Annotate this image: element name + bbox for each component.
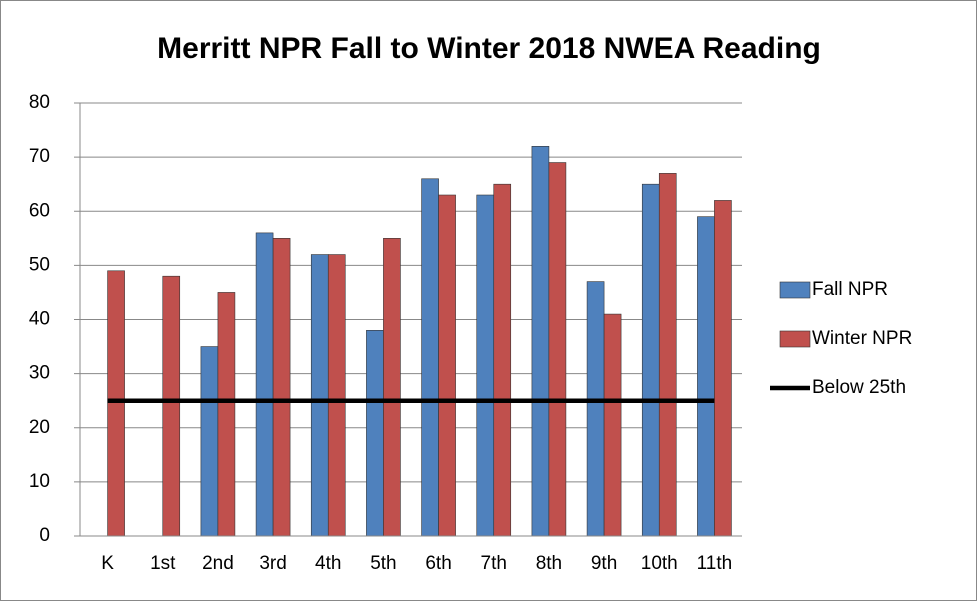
legend-label: Fall NPR: [812, 279, 888, 300]
bar: [586, 281, 605, 537]
bar: [162, 275, 181, 537]
bar: [438, 194, 456, 537]
y-tick-label: 50: [29, 254, 50, 275]
y-tick-label: 40: [29, 309, 50, 330]
x-tick-label: 8th: [536, 553, 562, 574]
x-tick-label: 2nd: [202, 553, 234, 574]
bar: [327, 254, 346, 537]
bar: [531, 146, 550, 537]
legend-swatch: [779, 281, 811, 299]
bar: [217, 292, 236, 537]
bar: [697, 216, 715, 537]
bar: [641, 183, 660, 537]
bar: [603, 313, 622, 537]
y-tick-label: 60: [29, 200, 50, 221]
x-tick-label: 3rd: [259, 553, 286, 574]
bar: [383, 238, 401, 537]
y-tick-label: 80: [29, 92, 50, 113]
bar: [493, 183, 512, 537]
chart-title: Merritt NPR Fall to Winter 2018 NWEA Rea…: [157, 32, 821, 65]
legend-swatch: [779, 330, 811, 348]
bar: [310, 254, 329, 537]
x-tick-label: K: [101, 553, 114, 574]
bar: [255, 232, 274, 537]
x-tick-label: 6th: [425, 553, 451, 574]
bar: [548, 162, 567, 537]
legend-label: Winter NPR: [812, 328, 912, 349]
x-tick-label: 11th: [697, 553, 733, 574]
bar: [476, 194, 495, 537]
y-tick-label: 70: [29, 146, 50, 167]
y-tick-label: 0: [39, 525, 50, 546]
x-tick-label: 1st: [150, 553, 176, 574]
bar: [658, 173, 677, 537]
bar: [272, 238, 291, 537]
bar: [421, 178, 439, 537]
x-tick-label: 7th: [481, 553, 507, 574]
bar: [107, 270, 125, 537]
x-tick-label: 9th: [591, 553, 617, 574]
bar: [714, 200, 732, 537]
y-tick-label: 30: [29, 363, 50, 384]
bar: [366, 330, 384, 537]
x-tick-label: 5th: [370, 553, 396, 574]
legend-label: Below 25th: [812, 377, 906, 398]
y-tick-label: 20: [29, 417, 50, 438]
bar: [200, 346, 219, 537]
x-tick-label: 10th: [641, 553, 678, 574]
y-tick-label: 10: [29, 471, 50, 492]
x-tick-label: 4th: [315, 553, 341, 574]
